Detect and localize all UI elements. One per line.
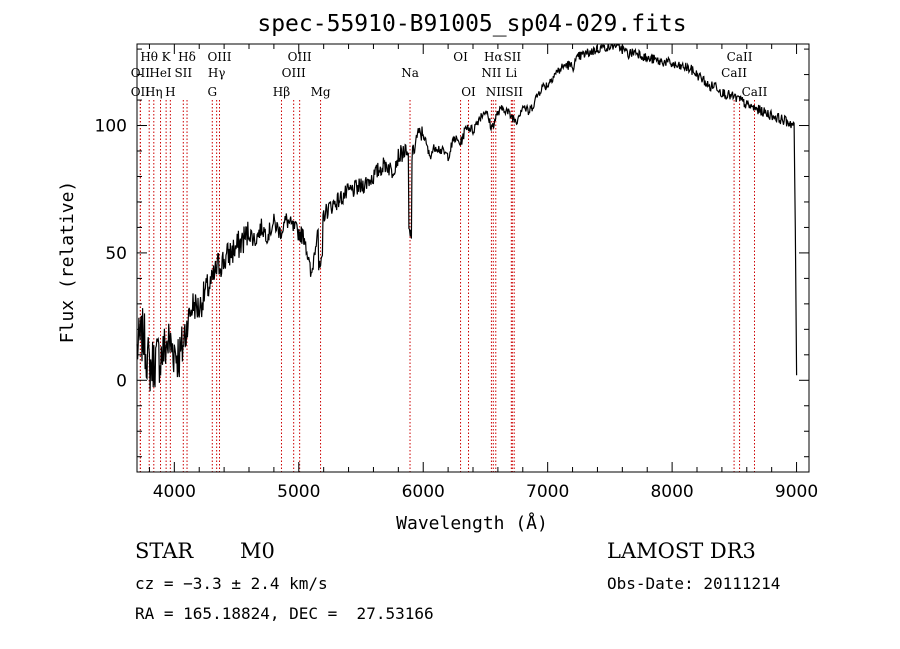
spectrum-chart: spec-55910-B91005_sp04-029.fits 4000 5000… bbox=[57, 11, 818, 534]
spectral-line-labels: Hθ OII OII K HeI Hη H Hδ SII OIII Hγ G Hβ OIII OIII Mg N… bbox=[131, 50, 768, 99]
x-tick-label-8000: 8000 bbox=[650, 482, 693, 502]
object-class: STAR bbox=[135, 539, 194, 563]
coordinates: RA = 165.18824, DEC = 27.53166 bbox=[135, 604, 434, 623]
line-label-1: OII bbox=[131, 66, 151, 80]
redshift-cz: cz = −3.3 ± 2.4 km/s bbox=[135, 574, 328, 593]
observation-date: Obs-Date: 20111214 bbox=[607, 574, 781, 593]
line-label-14: OIII bbox=[282, 66, 306, 80]
line-label-22: SII bbox=[503, 50, 521, 64]
line-label-4: HeI bbox=[149, 66, 172, 80]
line-label-18: OI bbox=[461, 85, 476, 99]
x-tick-label-4000: 4000 bbox=[153, 482, 196, 502]
x-tick-label-6000: 6000 bbox=[402, 482, 445, 502]
line-label-27: CaII bbox=[742, 85, 768, 99]
chart-title: spec-55910-B91005_sp04-029.fits bbox=[257, 11, 686, 37]
x-tick-label-5000: 5000 bbox=[277, 482, 320, 502]
survey-name: LAMOST DR3 bbox=[607, 539, 756, 563]
line-label-11: G bbox=[207, 85, 217, 99]
line-label-17: OI bbox=[453, 50, 468, 64]
y-tick-label-0: 0 bbox=[116, 371, 127, 391]
line-label-13: OIII bbox=[288, 50, 312, 64]
line-label-6: H bbox=[165, 85, 175, 99]
line-label-16: Na bbox=[401, 66, 419, 80]
x-axis-label: Wavelength (Å) bbox=[396, 512, 548, 534]
x-tick-label-9000: 9000 bbox=[775, 482, 818, 502]
line-label-23: Li bbox=[505, 66, 517, 80]
spectrum-line bbox=[136, 43, 798, 392]
line-label-8: SII bbox=[174, 66, 192, 80]
line-label-9: OIII bbox=[207, 50, 231, 64]
line-label-12: Hβ bbox=[273, 85, 290, 99]
y-axis-label: Flux (relative) bbox=[57, 181, 78, 344]
line-label-7: Hδ bbox=[178, 50, 196, 64]
spectral-line-markers bbox=[139, 100, 755, 472]
line-label-20: NII bbox=[481, 66, 501, 80]
line-label-19: Hα bbox=[484, 50, 503, 64]
line-label-5: Hη bbox=[145, 85, 163, 99]
line-label-0: Hθ bbox=[140, 50, 158, 64]
x-tick-label-7000: 7000 bbox=[526, 482, 569, 502]
line-label-25: CaII bbox=[727, 50, 753, 64]
y-tick-label-50: 50 bbox=[105, 244, 127, 264]
plot-frame bbox=[136, 43, 810, 473]
line-label-21: NII bbox=[486, 85, 506, 99]
line-label-26: CaII bbox=[721, 66, 747, 80]
line-label-2: OII bbox=[131, 85, 151, 99]
line-label-24: SII bbox=[505, 85, 523, 99]
axis-ticks: 4000 5000 6000 7000 8000 9000 0 50 100 bbox=[95, 44, 818, 502]
object-subclass: M0 bbox=[240, 539, 275, 563]
line-label-15: Mg bbox=[311, 85, 331, 99]
y-tick-label-100: 100 bbox=[95, 117, 127, 137]
line-label-3: K bbox=[162, 50, 172, 64]
line-label-10: Hγ bbox=[208, 66, 226, 80]
